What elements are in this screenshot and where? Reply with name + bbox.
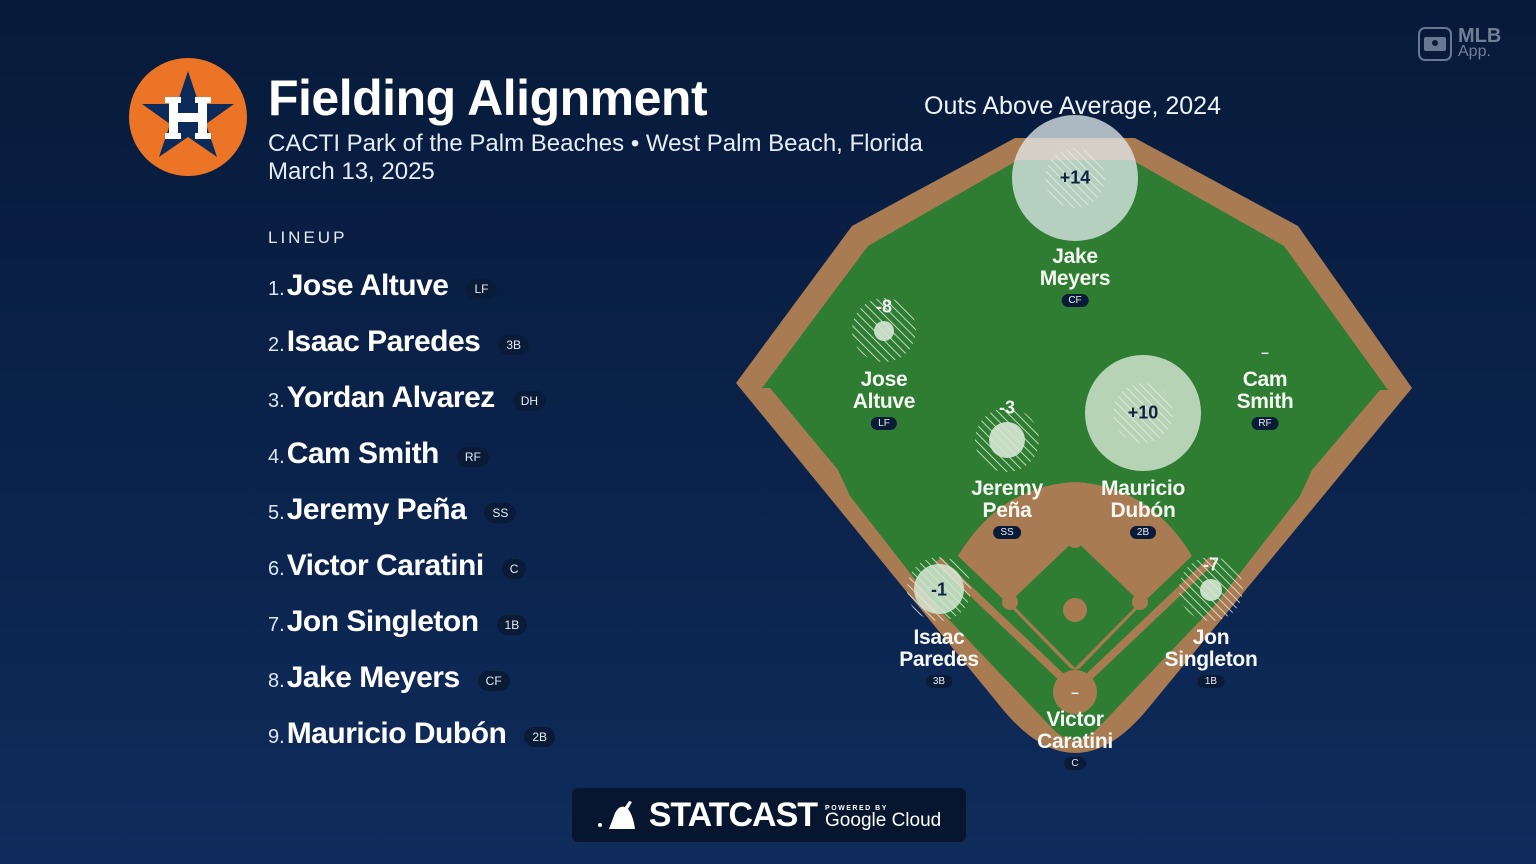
game-date: March 13, 2025 (268, 158, 435, 185)
page-title: Fielding Alignment (268, 70, 708, 126)
team-logo (128, 57, 248, 177)
field-player-last: Smith (1236, 390, 1294, 413)
position-badge: 1B (496, 615, 528, 635)
lineup-number: 7. (268, 613, 285, 636)
oaa-value-1b: -7 (1202, 554, 1220, 575)
lineup-number: 1. (268, 277, 285, 300)
oaa-value-rf: – (1261, 344, 1269, 360)
field-player-rf: Cam Smith RF (1237, 369, 1294, 431)
lineup-row: 1. Jose Altuve LF (268, 258, 555, 314)
astros-star-icon (129, 58, 247, 176)
pitchers-mound (1063, 598, 1087, 622)
field-player-2b: Mauricio Dubón 2B (1101, 478, 1185, 540)
field-position-badge: 1B (1197, 675, 1225, 688)
lineup-player-name: Isaac Paredes (286, 325, 481, 358)
lineup-player-name: Jon Singleton (286, 605, 479, 638)
lineup-number: 2. (268, 333, 285, 356)
lineup-row: 6. Victor Caratini C (268, 538, 555, 594)
field-position-badge: 3B (925, 675, 953, 688)
lineup-row: 5. Jeremy Peña SS (268, 482, 555, 538)
field-player-lf: Jose Altuve LF (853, 369, 915, 431)
chart-title: Outs Above Average, 2024 (924, 92, 1221, 120)
position-badge: 2B (524, 727, 556, 747)
lineup-row: 4. Cam Smith RF (268, 426, 555, 482)
field-player-first: Cam (1242, 368, 1288, 391)
oaa-value-lf: -8 (875, 296, 893, 317)
field-position-badge: CF (1061, 294, 1089, 307)
field-player-1b: Jon Singleton 1B (1165, 627, 1258, 689)
field-player-first: Jose (860, 368, 908, 391)
position-badge: SS (484, 503, 517, 523)
lineup-player-name: Yordan Alvarez (286, 381, 496, 414)
lineup-number: 6. (268, 557, 285, 580)
field-position-badge: C (1064, 757, 1086, 770)
lineup-list: 1. Jose Altuve LF 2. Isaac Paredes 3B 3. Yord… (268, 258, 556, 762)
field-position-badge: LF (871, 417, 897, 430)
field-player-last: Paredes (899, 648, 979, 671)
position-badge: DH (512, 391, 547, 411)
field-player-first: Jake (1052, 245, 1098, 268)
mlb-batter-icon (1418, 27, 1452, 61)
field-player-last: Caratini (1037, 730, 1113, 753)
field-player-c: Victor Caratini C (1037, 709, 1113, 771)
field-position-badge: RF (1251, 417, 1279, 430)
lineup-player-name: Jake Meyers (286, 661, 460, 694)
lineup-row: 9. Mauricio Dubón 2B (268, 706, 556, 762)
lineup-row: 3. Yordan Alvarez DH (268, 370, 555, 426)
field-player-cf: Jake Meyers CF (1040, 246, 1111, 308)
field-player-first: Jon (1192, 626, 1230, 649)
mlb-app-badge: MLB App. (1418, 24, 1501, 64)
lineup-player-name: Mauricio Dubón (286, 717, 507, 750)
position-badge: CF (477, 671, 510, 691)
venue-label: CACTI Park of the Palm Beaches • West Pa… (268, 130, 923, 157)
lineup-row: 7. Jon Singleton 1B (268, 594, 555, 650)
lineup-heading: LINEUP (268, 228, 348, 247)
powered-by: POWERED BY Google Cloud (825, 803, 942, 831)
oaa-value-ss: -3 (998, 397, 1016, 418)
lineup-number: 4. (268, 445, 285, 468)
position-badge: LF (466, 279, 497, 299)
home-plate-area (1053, 670, 1097, 714)
mlb-app-line1: MLB (1458, 25, 1502, 47)
position-badge: 3B (498, 335, 530, 355)
lineup-player-name: Jose Altuve (286, 269, 449, 302)
field-player-first: Mauricio (1101, 477, 1185, 500)
google-cloud-label: Google Cloud (825, 810, 942, 831)
oaa-value-2b: +10 (1127, 402, 1159, 423)
field-player-last: Singleton (1164, 648, 1258, 671)
oaa-value-3b: -1 (930, 579, 948, 600)
statcast-banner: STATCAST POWERED BY Google Cloud (572, 788, 966, 842)
oaa-value-c: – (1071, 684, 1079, 700)
mlb-batter-logo-icon (597, 801, 635, 829)
outfield-grass (762, 160, 1388, 740)
field-player-last: Altuve (852, 390, 916, 413)
field-player-last: Peña (982, 499, 1032, 522)
field-player-last: Meyers (1039, 267, 1111, 290)
mlb-app-line2: App. (1458, 43, 1491, 60)
powered-by-label: POWERED BY (825, 805, 888, 812)
field-player-first: Isaac (913, 626, 965, 649)
lineup-number: 5. (268, 501, 285, 524)
position-badge: RF (456, 447, 489, 467)
field-player-first: Victor (1046, 708, 1104, 731)
field-player-ss: Jeremy Peña SS (971, 478, 1043, 540)
field-player-3b: Isaac Paredes 3B (899, 627, 979, 689)
field-position-badge: SS (993, 526, 1021, 539)
position-badge: C (501, 559, 527, 579)
field-player-first: Jeremy (971, 477, 1043, 500)
lineup-player-name: Victor Caratini (286, 549, 485, 582)
lineup-row: 2. Isaac Paredes 3B (268, 314, 555, 370)
lineup-number: 9. (268, 725, 285, 748)
lineup-player-name: Cam Smith (286, 437, 440, 470)
lineup-number: 8. (268, 669, 285, 692)
field-position-badge: 2B (1129, 526, 1157, 539)
statcast-wordmark: STATCAST (648, 795, 818, 834)
lineup-number: 3. (268, 389, 285, 412)
field-player-last: Dubón (1110, 499, 1176, 522)
lineup-row: 8. Jake Meyers CF (268, 650, 555, 706)
lineup-player-name: Jeremy Peña (286, 493, 467, 526)
oaa-value-cf: +14 (1059, 167, 1091, 188)
